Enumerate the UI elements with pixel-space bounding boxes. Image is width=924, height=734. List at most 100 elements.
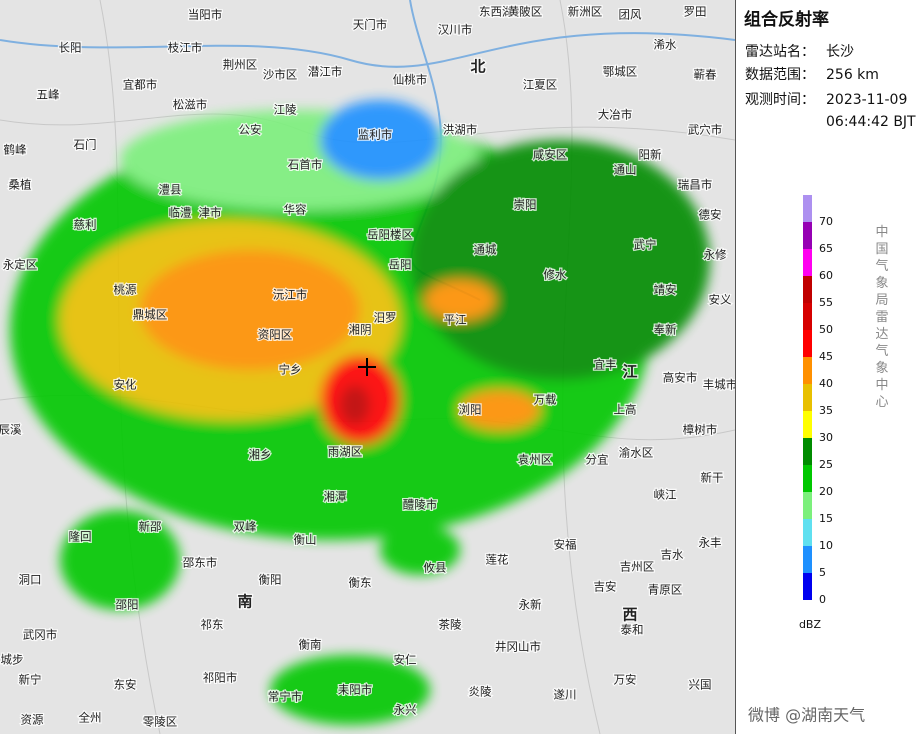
place-label: 分宜 [586,453,609,467]
place-label: 津市 [199,206,222,220]
place-label: 袁州区 [518,453,553,467]
legend-label: 45 [819,350,833,363]
place-label: 澧县 [159,183,182,197]
legend-swatch [803,357,812,384]
place-label: 双峰 [234,520,257,534]
place-label: 渝水区 [619,446,654,460]
place-label: 阳新 [639,148,662,162]
place-label: 岳阳 [389,258,412,272]
place-label: 石首市 [288,158,323,172]
place-label: 长阳 [59,41,82,55]
place-label: 江夏区 [523,78,558,92]
legend-swatch [803,249,812,276]
place-label: 江 [622,363,637,381]
place-label: 汉川市 [438,23,473,37]
place-label: 荆州区 [223,58,258,72]
place-label: 西 [622,606,637,624]
place-label: 新干 [701,471,724,485]
place-label: 临澧 [169,206,192,220]
place-label: 武宁 [634,238,657,252]
place-label: 平江 [444,313,467,327]
place-label: 蕲春 [694,68,717,82]
place-label: 衡阳 [259,573,282,587]
place-label: 永定区 [3,258,38,272]
place-label: 吉安 [594,580,617,594]
place-label: 衡南 [299,638,322,652]
place-label: 城步 [1,653,24,667]
place-label: 衡东 [349,576,372,590]
place-label: 慈利 [74,218,97,232]
place-label: 峡江 [654,488,677,502]
legend-swatch [803,492,812,519]
legend-swatch [803,222,812,249]
legend-unit: dBZ [799,618,822,631]
legend-swatch [803,330,812,357]
info-label: 观测时间： [745,92,815,108]
place-label: 湘潭 [324,490,347,504]
place-label: 五峰 [37,88,60,102]
place-label: 鄂城区 [603,65,638,79]
place-label: 黄陂区 [508,5,543,19]
place-label: 衡山 [294,533,317,547]
place-label: 监利市 [358,128,393,142]
place-label: 新洲区 [568,5,603,19]
place-label: 新宁 [19,673,42,687]
place-label: 团风 [619,8,642,22]
place-label: 常宁市 [268,690,303,704]
legend-swatch [803,519,812,546]
legend-swatch [803,573,812,600]
place-label: 安福 [554,538,577,552]
place-label: 井冈山市 [495,640,541,654]
place-label: 炎陵 [469,685,492,699]
place-label: 武冈市 [23,628,58,642]
place-label: 耒阳市 [338,683,373,697]
place-label: 通山 [614,163,637,177]
legend-label: 70 [819,215,833,228]
place-label: 公安 [239,123,262,137]
place-label: 青原区 [648,583,683,597]
legend-label: 20 [819,485,833,498]
source-text: 中国气象局雷达气象中心 [873,225,889,412]
legend-label: 10 [819,539,833,552]
place-label: 当阳市 [188,8,223,22]
place-label: 奉新 [654,323,677,337]
place-label: 全州 [79,711,102,725]
place-label: 鹤峰 [4,143,27,157]
place-label: 樟树市 [683,423,718,437]
place-label: 万载 [534,393,557,407]
place-label: 万安 [614,673,637,687]
place-label: 石门 [74,138,97,152]
place-label: 浠水 [654,38,677,52]
info-value: 长沙 [826,44,854,60]
legend-label: 50 [819,323,833,336]
legend-swatch [803,546,812,573]
place-label: 瑞昌市 [678,178,713,192]
place-label: 潜江市 [308,65,343,79]
info-panel [735,0,924,734]
place-label: 江陵 [274,103,297,117]
info-label: 数据范围： [745,66,815,83]
place-label: 永新 [519,598,542,612]
place-label: 沅江市 [273,288,308,302]
info-label: 雷达站名： [745,44,815,60]
place-label: 咸安区 [533,148,568,162]
place-label: 汨罗 [374,311,397,325]
place-label: 靖安 [654,283,677,297]
source: 中国气象局雷达气象中心 [873,225,889,412]
place-label: 资源 [21,713,44,727]
place-label: 桑植 [9,178,32,192]
place-label: 洞口 [19,573,42,587]
title: 组合反射率 [744,9,829,30]
legend-swatch [803,411,812,438]
legend-label: 55 [819,296,833,309]
legend-label: 65 [819,242,833,255]
place-label: 新邵 [139,520,162,534]
place-label: 宜都市 [123,78,158,92]
place-label: 武穴市 [688,123,723,137]
legend-swatch [803,195,812,222]
place-label: 兴国 [689,678,712,692]
place-label: 辰溪 [0,423,22,437]
